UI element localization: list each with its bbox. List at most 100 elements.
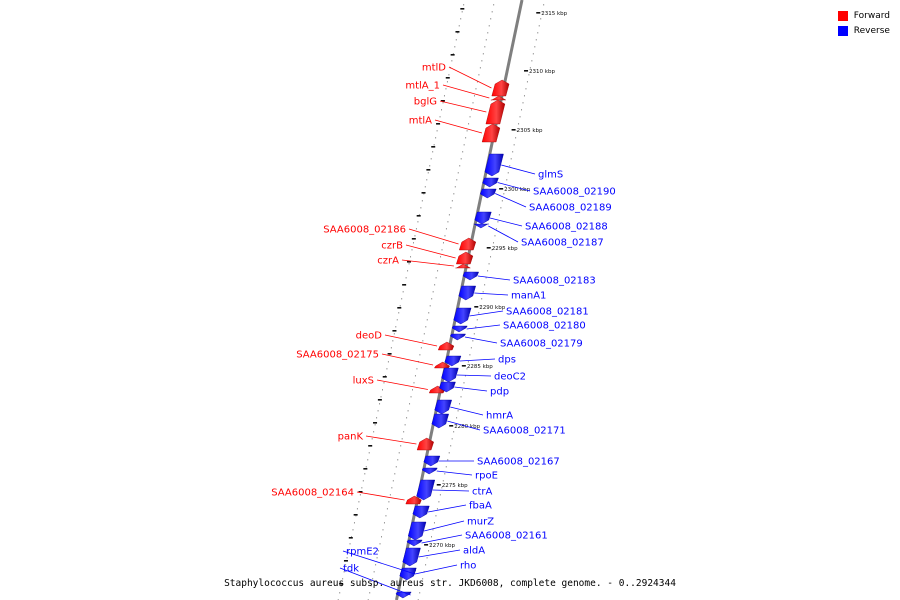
scale-label: 2300 kbp xyxy=(504,187,530,193)
gene-arrow-SAA6008_02171 xyxy=(431,413,449,429)
scale-label: 2290 kbp xyxy=(479,305,505,311)
leader-line-bglG xyxy=(439,100,487,113)
track-dot xyxy=(500,207,502,209)
reverse-swatch xyxy=(837,25,848,36)
track-dot xyxy=(393,333,395,335)
track-dot xyxy=(472,102,474,104)
leader-line-luxS xyxy=(376,379,428,390)
scale-tick xyxy=(536,12,541,14)
leader-line-czrA xyxy=(401,259,454,267)
track-dot xyxy=(451,200,453,202)
scale-tick xyxy=(524,70,529,72)
track-dot xyxy=(372,578,374,580)
track-dot xyxy=(399,305,401,307)
track-dot xyxy=(373,571,375,573)
track-dot xyxy=(448,74,450,76)
track-dot xyxy=(463,382,465,384)
track-dot xyxy=(521,109,523,111)
track-dot xyxy=(429,165,431,167)
track-dot xyxy=(407,270,409,272)
track-dot xyxy=(440,256,442,258)
track-dot xyxy=(471,109,473,111)
track-dot xyxy=(538,25,540,27)
gene-arrow-SAA6008_02161 xyxy=(406,539,423,547)
track-dot xyxy=(420,347,422,349)
track-dot xyxy=(381,389,383,391)
track-dot xyxy=(355,515,357,517)
track-dot xyxy=(369,592,371,594)
gene-label-SAA6008_02179: SAA6008_02179 xyxy=(500,339,583,350)
track-dot xyxy=(444,235,446,237)
track-tick xyxy=(460,8,465,10)
gene-arrow-panK xyxy=(416,437,434,451)
track-tick xyxy=(387,353,392,355)
track-dot xyxy=(384,375,386,377)
track-dot xyxy=(484,46,486,48)
track-tick xyxy=(363,468,368,470)
track-dot xyxy=(456,179,458,181)
track-dot xyxy=(479,67,481,69)
track-dot xyxy=(473,95,475,97)
gene-features xyxy=(395,79,510,599)
track-dot xyxy=(442,102,444,104)
track-dot xyxy=(466,368,468,370)
track-dot xyxy=(436,130,438,132)
track-dot xyxy=(404,424,406,426)
track-dot xyxy=(345,564,347,566)
track-dot xyxy=(494,235,496,237)
leader-line-SAA6008_02181 xyxy=(469,310,504,317)
scale-ticks: 2270 kbp 2275 kbp 2280 kbp 2285 kbp 2290 kbp… xyxy=(424,11,568,549)
track-tick xyxy=(411,238,416,240)
track-dot xyxy=(495,228,497,230)
track-dot xyxy=(461,389,463,391)
track-dot xyxy=(349,543,351,545)
track-dot xyxy=(481,298,483,300)
track-dot xyxy=(406,417,408,419)
track-dot xyxy=(417,221,419,223)
track-dot xyxy=(455,39,457,41)
track-dot xyxy=(431,536,433,538)
track-dot xyxy=(395,326,397,328)
gene-arrow-murZ xyxy=(407,521,427,541)
genome-caption: Staphylococcus aureus subsp. aureus str.… xyxy=(224,578,676,589)
gene-label-tdk: tdk xyxy=(343,564,359,575)
leader-line-czrB xyxy=(405,244,456,259)
track-dot xyxy=(356,508,358,510)
track-dot xyxy=(473,333,475,335)
leader-line-panK xyxy=(365,435,417,445)
track-dot xyxy=(432,529,434,531)
track-dot xyxy=(541,11,543,13)
gene-label-panK: panK xyxy=(338,432,364,443)
track-dot xyxy=(382,529,384,531)
gene-label-rpoE: rpoE xyxy=(475,471,498,482)
track-dot xyxy=(513,144,515,146)
forward-swatch xyxy=(837,10,848,21)
track-dot xyxy=(427,172,429,174)
gene-label-pdp: pdp xyxy=(490,387,509,398)
track-dot xyxy=(445,466,447,468)
gene-label-luxS: luxS xyxy=(353,376,374,387)
track-dot xyxy=(362,480,364,482)
gene-label-manA1: manA1 xyxy=(511,291,546,302)
gene-label-SAA6008_02164: SAA6008_02164 xyxy=(271,488,354,499)
track-dot xyxy=(452,53,454,55)
gene-label-mtlA: mtlA xyxy=(409,116,432,127)
leader-line-ctrA xyxy=(432,489,470,492)
track-dot xyxy=(540,18,542,20)
scale-tick xyxy=(474,306,479,308)
gene-arrow-aldA xyxy=(402,547,421,567)
track-tick xyxy=(455,31,460,33)
track-dot xyxy=(439,116,441,118)
track-dot xyxy=(423,193,425,195)
track-dot xyxy=(422,578,424,580)
track-dot xyxy=(457,172,459,174)
track-dot xyxy=(438,263,440,265)
leader-line-mtlD xyxy=(448,66,492,89)
track-tick xyxy=(348,537,353,539)
gene-label-mtlD: mtlD xyxy=(422,63,446,74)
leader-line-deoD xyxy=(384,334,438,347)
track-dot xyxy=(464,375,466,377)
track-dot xyxy=(358,501,360,503)
gene-arrow-deoC2 xyxy=(441,367,459,383)
track-dot xyxy=(395,466,397,468)
